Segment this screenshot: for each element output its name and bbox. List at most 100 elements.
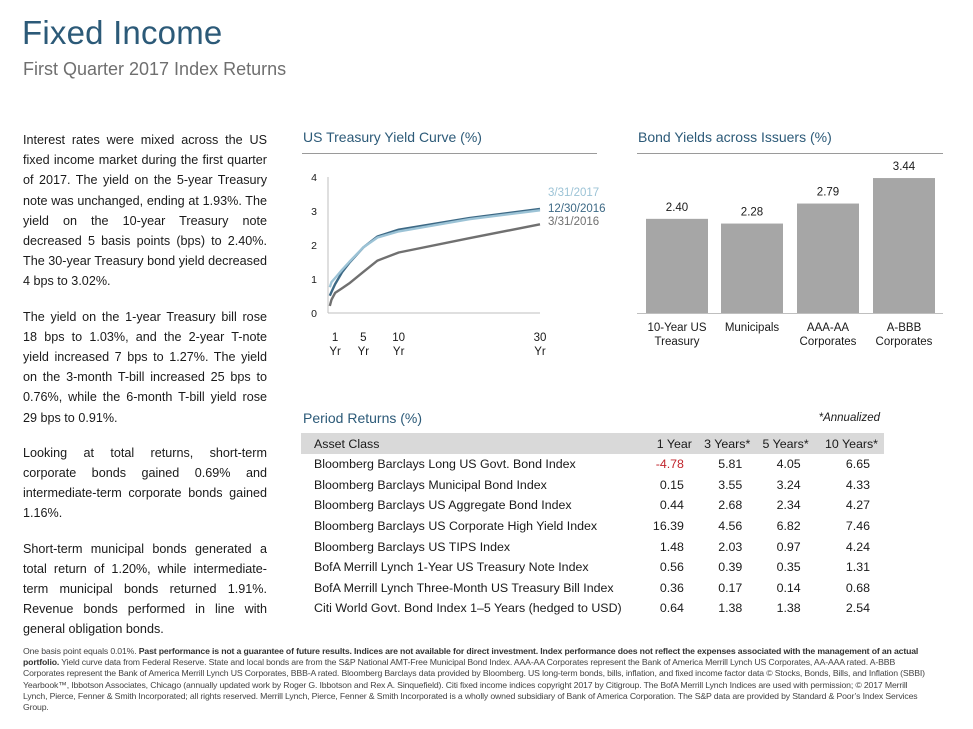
row-1-year: 0.36 <box>659 580 684 595</box>
table-row: Bloomberg Barclays US Corporate High Yie… <box>301 516 884 537</box>
row-10-years: 2.54 <box>845 601 870 616</box>
footnote-lead: One basis point equals 0.01%. <box>23 646 137 656</box>
row-asset-name: BofA Merrill Lynch 1-Year US Treasury No… <box>314 560 589 575</box>
bar-value-label: 2.79 <box>817 187 839 199</box>
x-tick-label-unit: Yr <box>534 346 546 358</box>
table-row: Bloomberg Barclays US TIPS Index 1.48 2.03… <box>301 536 884 557</box>
row-asset-name: Bloomberg Barclays US TIPS Index <box>314 539 511 554</box>
row-5-years: 4.05 <box>776 457 801 472</box>
table-row: Citi World Govt. Bond Index 1–5 Years (h… <box>301 598 884 619</box>
row-1-year: 0.64 <box>659 601 684 616</box>
row-10-years: 4.27 <box>845 498 870 513</box>
row-5-years: 2.34 <box>776 498 801 513</box>
bar-category-label: Municipals <box>725 322 780 334</box>
row-1-year: 0.15 <box>659 477 684 492</box>
x-tick-label-unit: Yr <box>329 346 341 358</box>
row-asset-name: Bloomberg Barclays Municipal Bond Index <box>314 477 547 492</box>
col-5-years: 5 Years* <box>756 433 815 454</box>
bar-value-label: 3.44 <box>893 161 916 173</box>
row-asset-name: Bloomberg Barclays US Aggregate Bond Ind… <box>314 498 572 513</box>
row-3-years: 2.03 <box>718 539 743 554</box>
row-1-year: 16.39 <box>652 519 684 534</box>
row-1-year: 0.56 <box>659 560 684 575</box>
table-row: Bloomberg Barclays Municipal Bond Index 0… <box>301 475 884 496</box>
table-row: BofA Merrill Lynch 1-Year US Treasury No… <box>301 557 884 578</box>
table-row: Bloomberg Barclays US Aggregate Bond Ind… <box>301 495 884 516</box>
bond-yields-heading: Bond Yields across Issuers (%) <box>638 129 832 145</box>
row-5-years: 6.82 <box>776 519 801 534</box>
row-asset-name: BofA Merrill Lynch Three-Month US Treasu… <box>314 580 614 595</box>
footnote-disclaimer: Past performance is not a guarantee of f… <box>23 646 919 668</box>
row-asset-name: Citi World Govt. Bond Index 1–5 Years (h… <box>314 601 622 616</box>
bar-category-label-line2: Corporates <box>876 336 933 348</box>
bar-category-label-line2: Treasury <box>655 336 700 348</box>
bar-value-label: 2.40 <box>666 202 688 214</box>
row-3-years: 2.68 <box>718 498 743 513</box>
col-asset-class: Asset Class <box>301 433 636 454</box>
series-label: 12/30/2016 <box>548 203 606 215</box>
x-tick-label: 5 <box>360 332 366 344</box>
row-3-years: 0.39 <box>718 560 743 575</box>
row-3-years: 3.55 <box>718 477 743 492</box>
bar-category-label: AAA-AA <box>807 322 850 334</box>
x-tick-label: 10 <box>392 332 405 344</box>
bar-category-label-line2: Corporates <box>800 336 857 348</box>
col-10-years: 10 Years* <box>814 433 884 454</box>
row-10-years: 6.65 <box>845 457 870 472</box>
x-tick-label-unit: Yr <box>393 346 405 358</box>
x-tick-label: 1 <box>332 332 338 344</box>
row-10-years: 7.46 <box>845 519 870 534</box>
table-header-row: Asset Class 1 Year 3 Years* 5 Years* 10 … <box>301 433 884 454</box>
series-label: 3/31/2016 <box>548 216 599 228</box>
row-10-years: 0.68 <box>845 580 870 595</box>
table-row: Bloomberg Barclays Long US Govt. Bond In… <box>301 454 884 475</box>
row-10-years: 4.24 <box>845 539 870 554</box>
paragraph-rates: Interest rates were mixed across the US … <box>23 133 267 289</box>
row-5-years: 3.24 <box>776 477 801 492</box>
bar <box>721 223 783 313</box>
row-10-years: 4.33 <box>845 477 870 492</box>
y-tick-label: 1 <box>311 274 317 286</box>
col-1-year: 1 Year <box>635 433 698 454</box>
row-5-years: 0.35 <box>776 560 801 575</box>
yield-curve-heading: US Treasury Yield Curve (%) <box>303 129 482 145</box>
series-line <box>328 209 541 288</box>
row-3-years: 1.38 <box>718 601 743 616</box>
bond-yields-rule <box>637 153 943 154</box>
bar <box>873 178 935 313</box>
series-label: 3/31/2017 <box>548 187 599 199</box>
commentary-text: Interest rates were mixed across the US … <box>23 130 267 655</box>
row-5-years: 0.14 <box>776 580 801 595</box>
row-5-years: 1.38 <box>776 601 801 616</box>
row-1-year: 1.48 <box>659 539 684 554</box>
row-1-year: -4.78 <box>655 457 684 472</box>
y-tick-label: 4 <box>311 172 317 184</box>
x-tick-label-unit: Yr <box>358 346 370 358</box>
page-subtitle: First Quarter 2017 Index Returns <box>23 59 287 79</box>
bar <box>646 218 708 313</box>
paragraph-corporates: Looking at total returns, short-term cor… <box>23 445 267 521</box>
footnote: One basis point equals 0.01%. Past perfo… <box>23 646 933 713</box>
col-3-years: 3 Years* <box>697 433 757 454</box>
paragraph-municipals: Short-term municipal bonds generated a t… <box>23 541 267 637</box>
row-1-year: 0.44 <box>659 498 684 513</box>
row-3-years: 0.17 <box>718 580 743 595</box>
row-3-years: 5.81 <box>718 457 743 472</box>
row-asset-name: Bloomberg Barclays US Corporate High Yie… <box>314 519 598 534</box>
table-row: BofA Merrill Lynch Three-Month US Treasu… <box>301 578 884 599</box>
bar-category-label: 10-Year US <box>647 322 706 334</box>
row-5-years: 0.97 <box>776 539 801 554</box>
footnote-sources: Yield curve data from Federal Reserve. S… <box>23 657 925 713</box>
annualized-note: *Annualized <box>818 412 880 424</box>
bar <box>797 203 859 313</box>
row-10-years: 1.31 <box>845 560 870 575</box>
y-tick-label: 0 <box>311 308 317 320</box>
paragraph-bills: The yield on the 1-year Treasury bill ro… <box>23 309 267 425</box>
bar-value-label: 2.28 <box>741 207 763 219</box>
row-asset-name: Bloomberg Barclays Long US Govt. Bond In… <box>314 457 576 472</box>
yield-curve-rule <box>302 153 597 154</box>
bar-category-label: A-BBB <box>887 322 922 334</box>
y-tick-label: 2 <box>311 240 317 252</box>
page-title: Fixed Income <box>22 14 223 51</box>
